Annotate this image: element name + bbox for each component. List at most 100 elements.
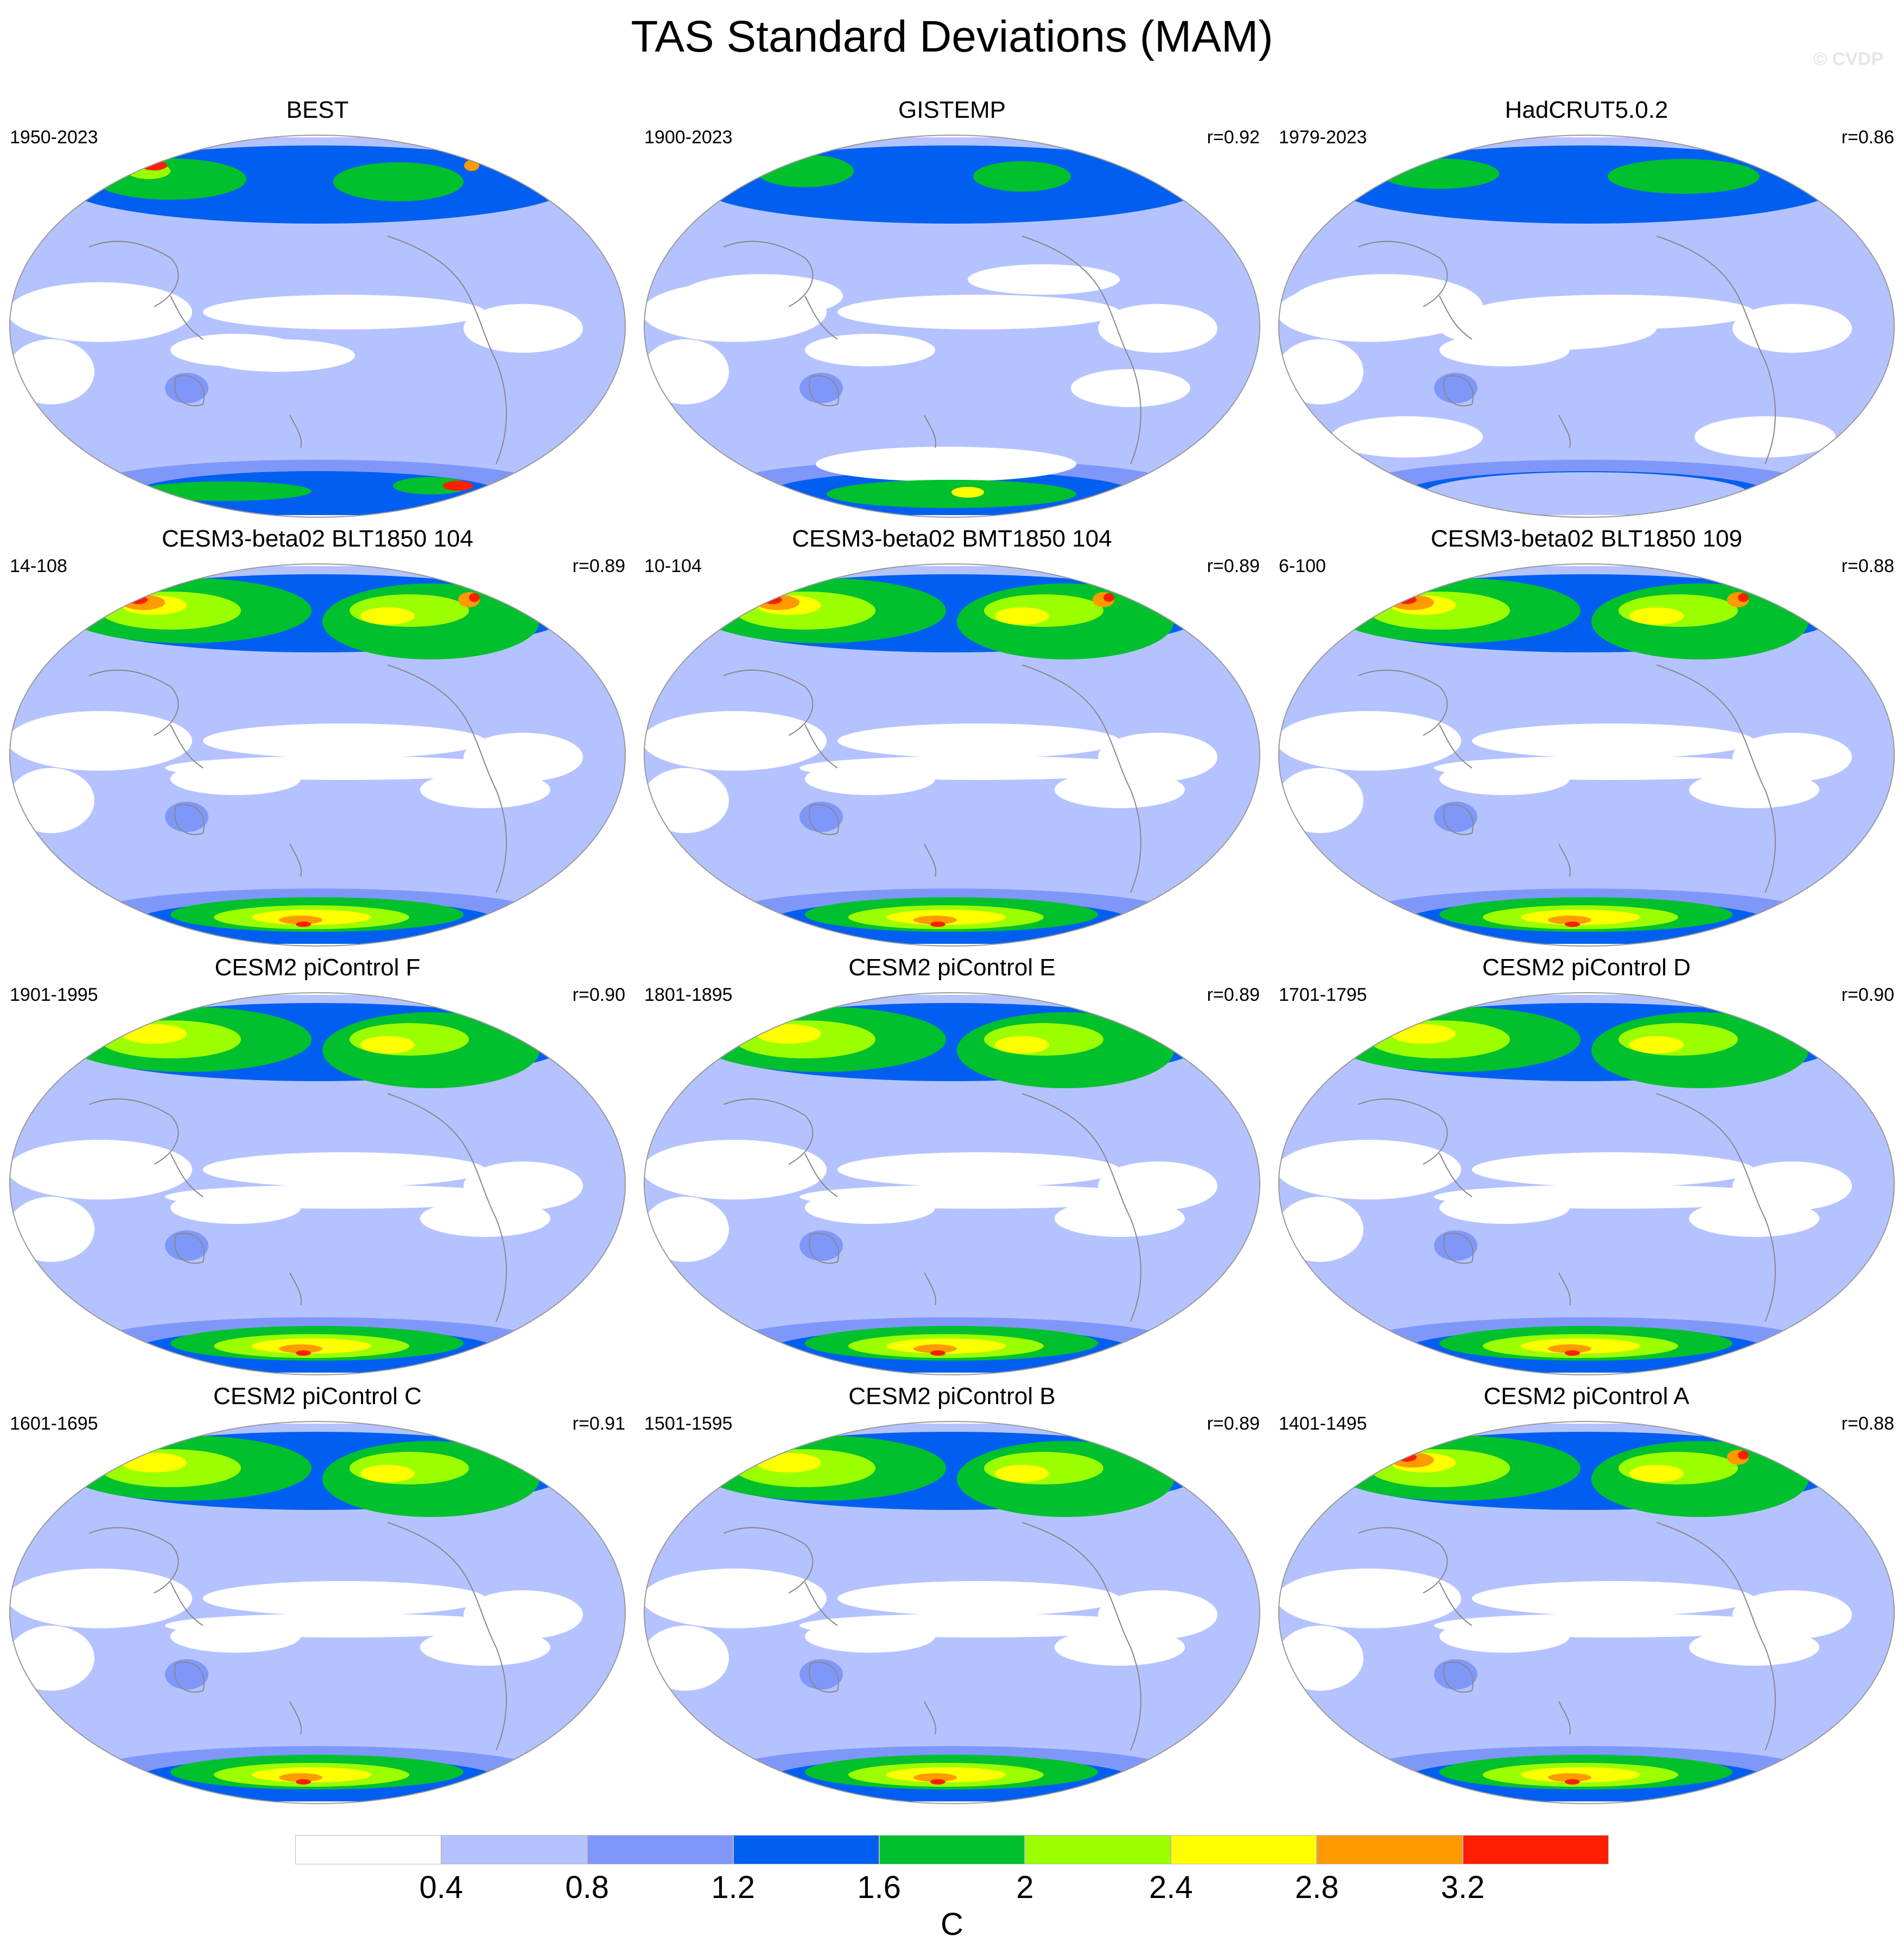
contour-region: [756, 155, 854, 187]
contour-region: [296, 1779, 311, 1785]
contour-region: [1565, 1779, 1580, 1785]
panel-correlation: r=0.92: [1207, 127, 1260, 148]
contour-region: [837, 1152, 1120, 1187]
contour-region: [464, 304, 583, 353]
contour-region: [805, 334, 935, 366]
contour-region: [296, 922, 311, 927]
panel-years: 1401-1495: [1279, 1413, 1367, 1434]
panel-years: 1900-2023: [644, 127, 733, 148]
contour-region: [913, 1773, 957, 1782]
contour-region: [1434, 373, 1477, 403]
contour-region: [837, 295, 1120, 329]
contour-region: [111, 773, 165, 806]
contour-region: [1629, 1036, 1684, 1053]
contour-region: [296, 1350, 311, 1356]
contour-region: [10, 1626, 94, 1691]
contour-region: [1380, 158, 1499, 189]
panel-title: CESM2 piControl C: [213, 1383, 422, 1410]
contour-region: [420, 771, 550, 808]
contour-region: [122, 1453, 187, 1472]
colorbar-tick-label: 0.4: [419, 1870, 464, 1905]
contour-region: [111, 1631, 165, 1664]
map-outline: [1278, 992, 1895, 1375]
contour-region: [1548, 1344, 1591, 1353]
contour-region: [1434, 1614, 1792, 1637]
contour-region: [1608, 159, 1760, 194]
world-map: [9, 1421, 626, 1804]
figure-title: TAS Standard Deviations (MAM): [631, 12, 1273, 61]
panel-years: 1601-1695: [10, 1413, 98, 1434]
contour-region: [10, 282, 192, 342]
contour-region: [1434, 1230, 1477, 1261]
contour-region: [745, 773, 799, 806]
colorbar-swatch: [1317, 1835, 1463, 1864]
map-panel: CESM2 piControl B 1501-1595 r=0.89: [634, 1381, 1270, 1810]
contour-region: [1629, 1465, 1684, 1482]
world-map: [9, 135, 626, 518]
contour-region: [10, 1140, 192, 1199]
colorbar-swatch: [587, 1835, 733, 1864]
panel-title: CESM3-beta02 BLT1850 109: [1431, 525, 1742, 552]
contour-region: [1565, 1350, 1580, 1356]
panel-correlation: r=0.90: [1841, 985, 1894, 1005]
contour-region: [644, 1569, 827, 1628]
panel-years: 10-104: [644, 556, 702, 576]
panel-title: HadCRUT5.0.2: [1505, 97, 1668, 123]
contour-region: [141, 161, 167, 170]
colorbar-tick-label: 3.2: [1440, 1870, 1485, 1905]
contour-region: [203, 1581, 485, 1616]
contour-region: [1103, 593, 1114, 602]
contour-region: [10, 1197, 94, 1262]
contour-region: [165, 1614, 523, 1637]
contour-region: [1331, 416, 1483, 458]
panel-title: CESM2 piControl D: [1482, 954, 1691, 981]
map-panel: GISTEMP 1900-2023 r=0.92: [634, 95, 1270, 524]
contour-region: [913, 916, 957, 924]
contour-region: [644, 1140, 827, 1199]
contour-region: [1279, 339, 1363, 404]
map-outline: [644, 135, 1260, 518]
contour-region: [165, 1185, 523, 1209]
map-panel: CESM2 piControl C 1601-1695 r=0.91: [0, 1381, 635, 1810]
contour-region: [165, 802, 208, 832]
contour-region: [420, 1629, 550, 1666]
map-panel: HadCRUT5.0.2 1979-2023 r=0.86: [1269, 95, 1904, 524]
contour-region: [816, 447, 1076, 481]
panel-correlation: r=0.89: [572, 556, 625, 576]
panel-title: BEST: [286, 97, 349, 123]
panel-title: CESM2 piControl B: [848, 1383, 1056, 1410]
contour-region: [10, 768, 94, 833]
contour-region: [1098, 304, 1217, 353]
contour-region: [165, 373, 208, 403]
contour-region: [10, 711, 192, 771]
contour-region: [10, 1569, 192, 1628]
contour-region: [1434, 756, 1792, 780]
map-outline: [9, 135, 626, 518]
map-panel: CESM2 piControl E 1801-1895 r=0.89: [634, 953, 1270, 1381]
panel-title: CESM3-beta02 BMT1850 104: [792, 525, 1112, 552]
contour-region: [443, 481, 473, 491]
contour-region: [122, 1024, 187, 1044]
contour-region: [1055, 1200, 1185, 1237]
contour-region: [913, 1344, 957, 1353]
map-outline: [644, 992, 1260, 1375]
contour-region: [1548, 916, 1591, 924]
map-outline: [9, 1421, 626, 1804]
contour-region: [165, 1230, 208, 1261]
contour-region: [279, 1773, 322, 1782]
contour-region: [1391, 1024, 1456, 1044]
panel-correlation: r=0.90: [572, 985, 625, 1005]
contour-region: [995, 1036, 1049, 1053]
colorbar-tick-label: 2.4: [1149, 1870, 1193, 1905]
panel-years: 1701-1795: [1279, 985, 1367, 1005]
world-map: [9, 992, 626, 1375]
contour-region: [951, 487, 984, 498]
contour-region: [1434, 802, 1477, 832]
contour-region: [1629, 607, 1684, 625]
map-outline: [9, 563, 626, 947]
contour-region: [799, 373, 843, 403]
colorbar-tick-label: 2: [1016, 1870, 1034, 1905]
world-map: [1278, 563, 1895, 947]
contour-region: [1287, 274, 1483, 339]
contour-region: [1472, 1581, 1754, 1616]
